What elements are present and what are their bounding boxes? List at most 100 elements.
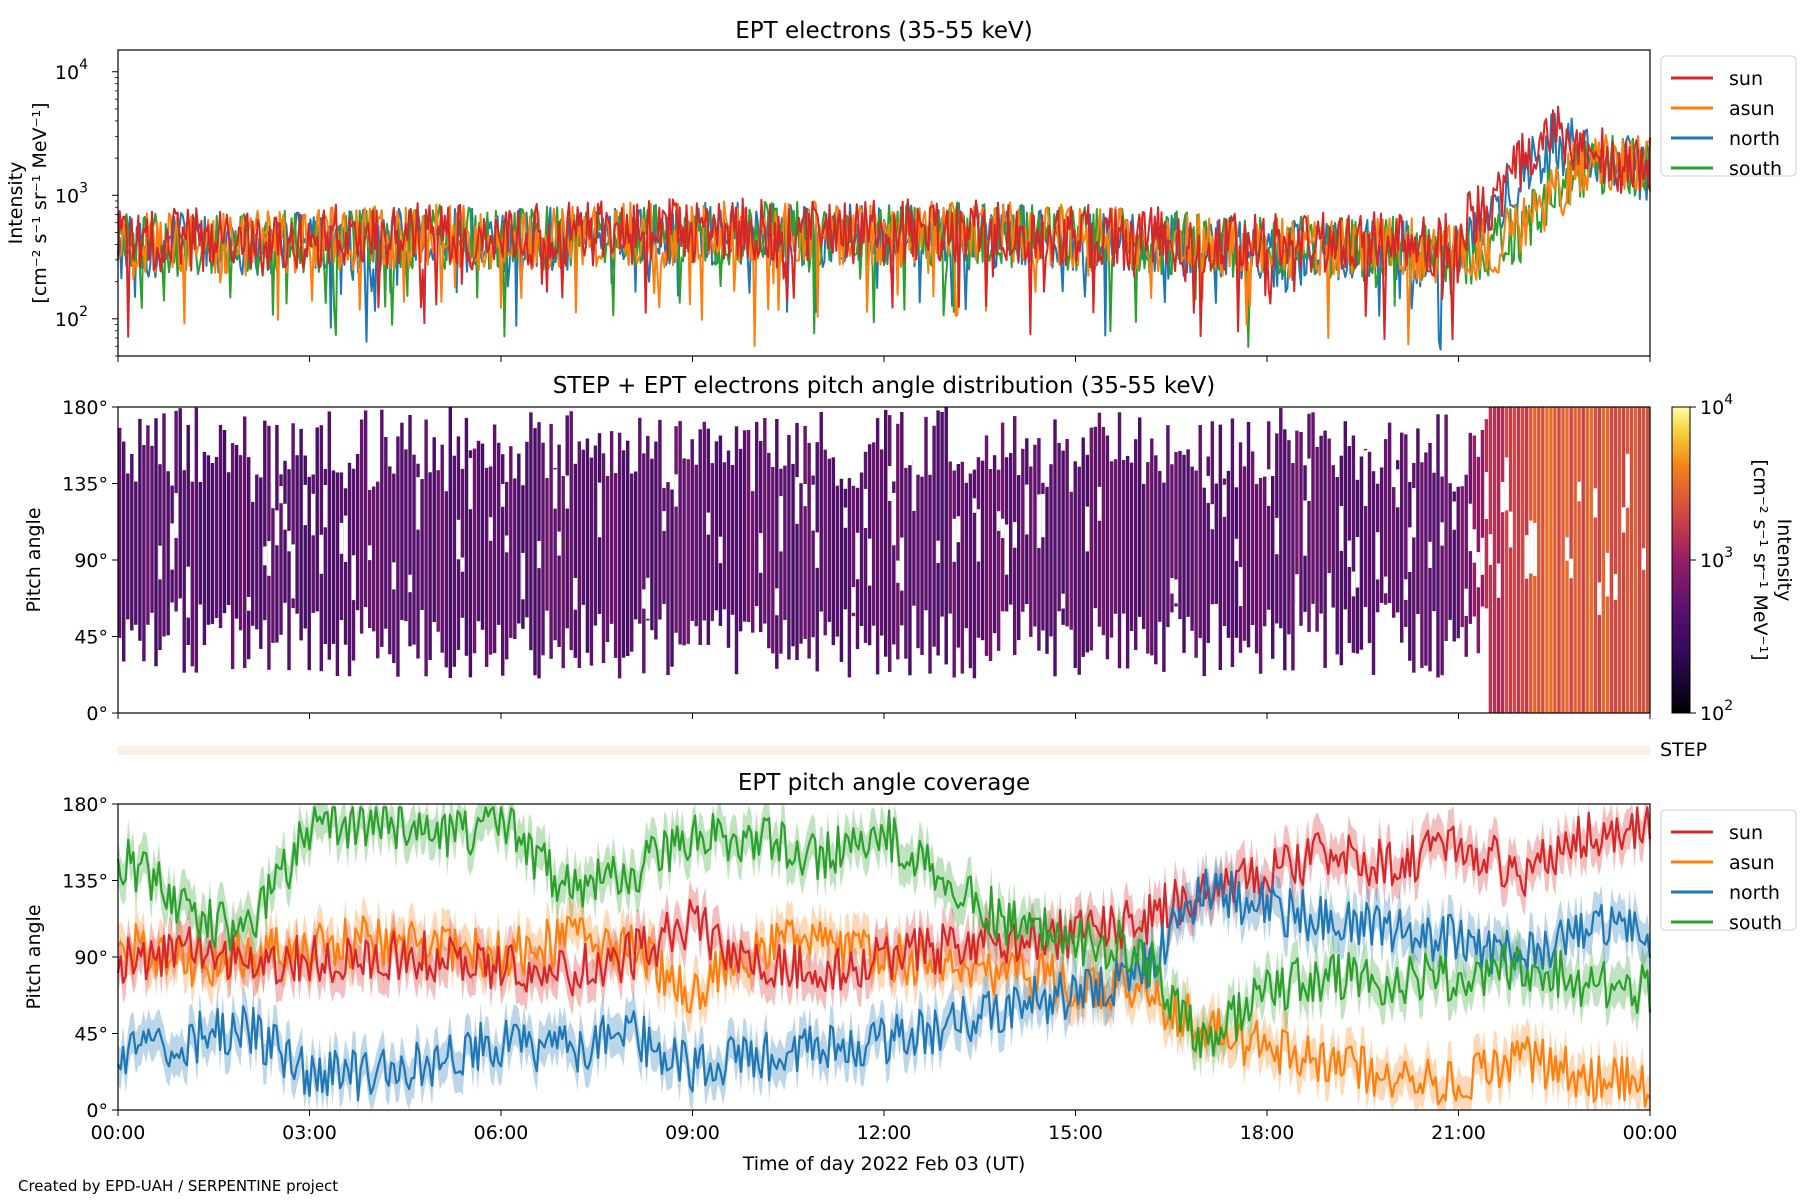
heatmap-gap bbox=[779, 496, 784, 552]
heatmap-cell bbox=[1206, 456, 1210, 643]
heatmap-cell bbox=[1460, 486, 1464, 628]
heatmap-cell bbox=[1609, 407, 1614, 713]
heatmap-cell bbox=[372, 486, 376, 632]
heatmap-gap bbox=[1472, 529, 1477, 563]
colorbar-tick-label: 102 bbox=[1700, 698, 1733, 725]
heatmap-cell bbox=[694, 464, 698, 627]
heatmap-gap bbox=[1061, 593, 1066, 609]
heatmap-cell bbox=[642, 453, 646, 674]
heatmap-gap bbox=[1013, 522, 1018, 548]
heatmap-cell bbox=[517, 453, 521, 624]
heatmap-cell bbox=[420, 479, 424, 610]
heatmap-cell bbox=[980, 460, 985, 641]
series-asun-band bbox=[118, 895, 1650, 1110]
heatmap-cell bbox=[202, 451, 207, 646]
heatmap-cell bbox=[968, 473, 973, 669]
heatmap-cell bbox=[1085, 454, 1090, 653]
heatmap-cell bbox=[1508, 407, 1513, 713]
heatmap-cell bbox=[1254, 484, 1259, 654]
heatmap-cell bbox=[1017, 475, 1021, 641]
heatmap-cell bbox=[936, 410, 940, 656]
heatmap-cell bbox=[1146, 462, 1150, 654]
svg-text:[cm⁻² s⁻¹ sr⁻¹ MeV⁻¹]: [cm⁻² s⁻¹ sr⁻¹ MeV⁻¹] bbox=[1749, 459, 1771, 660]
heatmap-cell bbox=[1101, 427, 1106, 636]
heatmap-cell bbox=[1291, 463, 1295, 671]
heatmap-cell bbox=[859, 472, 864, 626]
series-sun-band bbox=[118, 804, 1650, 1016]
legend-label: sun bbox=[1729, 68, 1763, 90]
heatmap-gap bbox=[1206, 475, 1211, 503]
heatmap-cell bbox=[303, 455, 307, 629]
heatmap-cell bbox=[287, 469, 291, 671]
heatmap-gap bbox=[1327, 573, 1332, 616]
heatmap-cell bbox=[847, 478, 852, 678]
heatmap-cell bbox=[234, 445, 239, 619]
heatmap-cell bbox=[626, 440, 630, 656]
heatmap-cell bbox=[1222, 478, 1227, 626]
heatmap-cell bbox=[238, 455, 243, 631]
panel2-ylabel: Pitch angle bbox=[23, 507, 45, 612]
xtick-label: 00:00 bbox=[91, 1122, 146, 1144]
panel3-bands bbox=[118, 804, 1650, 1110]
ytick-label: 103 bbox=[55, 180, 88, 207]
panel1-xticks bbox=[117, 356, 1651, 362]
svg-text:Intensity: Intensity bbox=[5, 162, 27, 245]
ytick-label: 45° bbox=[74, 1024, 108, 1046]
heatmap-cell bbox=[621, 450, 626, 658]
heatmap-cell bbox=[190, 481, 195, 667]
heatmap-gap bbox=[775, 588, 780, 616]
heatmap-cell bbox=[779, 468, 783, 654]
heatmap-cell bbox=[771, 466, 775, 654]
heatmap-cell bbox=[952, 470, 956, 678]
heatmap-gap bbox=[311, 493, 316, 536]
heatmap-cell bbox=[908, 465, 912, 676]
heatmap-cell bbox=[404, 449, 408, 622]
legend-label: asun bbox=[1729, 98, 1775, 120]
heatmap-cell bbox=[1117, 412, 1122, 669]
heatmap-cell bbox=[166, 471, 170, 636]
heatmap-gap bbox=[351, 555, 356, 601]
panel-intensity: EPT electrons (35-55 keV) 102 103 104 Inte… bbox=[5, 18, 1797, 362]
heatmap-cell bbox=[1125, 455, 1130, 669]
heatmap-cell bbox=[1371, 471, 1376, 675]
panel-step-strip: STEP bbox=[118, 739, 1707, 761]
heatmap-cell bbox=[799, 483, 803, 644]
legend-label: north bbox=[1729, 128, 1780, 150]
heatmap-cell bbox=[795, 423, 799, 661]
heatmap-cell bbox=[384, 437, 388, 629]
heatmap-cell bbox=[819, 411, 823, 612]
heatmap-cell bbox=[617, 432, 622, 679]
heatmap-cell bbox=[710, 463, 715, 621]
heatmap-cell bbox=[1420, 462, 1424, 668]
heatmap-cell bbox=[122, 441, 126, 662]
heatmap-cell bbox=[1198, 425, 1202, 639]
heatmap-cell bbox=[573, 463, 578, 658]
heatmap-gap bbox=[158, 545, 163, 580]
heatmap-cell bbox=[1000, 422, 1005, 612]
x-axis-label: Time of day 2022 Feb 03 (UT) bbox=[742, 1153, 1026, 1175]
heatmap-cell bbox=[1138, 417, 1142, 617]
heatmap-cell bbox=[1174, 452, 1178, 607]
heatmap-cell bbox=[440, 444, 444, 653]
heatmap-cell bbox=[706, 428, 711, 645]
heatmap-cell bbox=[988, 469, 993, 661]
ytick-label: 180° bbox=[62, 794, 108, 816]
ytick-label: 180° bbox=[62, 397, 108, 419]
heatmap-gap bbox=[646, 577, 651, 619]
heatmap-cell bbox=[831, 457, 836, 646]
heatmap-gap bbox=[468, 457, 473, 510]
heatmap-cell bbox=[738, 448, 743, 632]
heatmap-cell bbox=[1190, 466, 1194, 631]
heatmap-cell bbox=[1287, 440, 1291, 635]
heatmap-cell bbox=[343, 488, 348, 645]
heatmap-gap bbox=[1363, 450, 1368, 506]
heatmap-cell bbox=[363, 410, 368, 607]
heatmap-gap bbox=[275, 510, 280, 546]
heatmap-cell bbox=[1295, 430, 1299, 604]
heatmap-gap bbox=[267, 541, 272, 576]
series-north-band bbox=[118, 849, 1650, 1110]
heatmap-gap bbox=[1267, 469, 1272, 506]
heatmap-cell bbox=[871, 442, 876, 626]
heatmap-cell bbox=[509, 446, 513, 638]
heatmap-cell bbox=[1500, 407, 1505, 713]
